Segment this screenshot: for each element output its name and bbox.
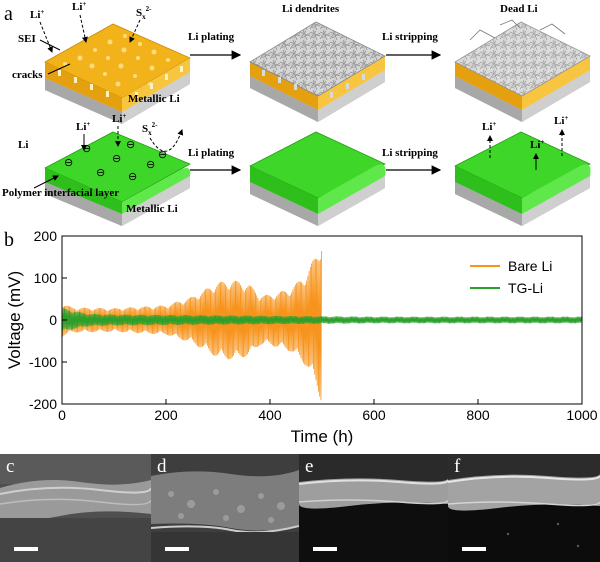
- label-li-plating-top: Li plating: [188, 31, 235, 43]
- svg-text:⊖: ⊖: [82, 143, 91, 155]
- label-li-ion-2: Li+: [72, 0, 86, 13]
- sem-image-e: e: [299, 454, 448, 562]
- scale-bar-e: [313, 547, 337, 551]
- x-tick-label: 1000: [566, 407, 597, 423]
- panel-a-schematic: a: [2, 0, 591, 226]
- panel-d-label: d: [157, 456, 167, 477]
- x-tick-label: 200: [154, 407, 178, 423]
- svg-text:⊖: ⊖: [146, 159, 155, 171]
- chart-legend: Bare Li TG-Li: [470, 258, 552, 296]
- scale-bar-f: [462, 547, 486, 551]
- dendrite-block: [249, 21, 386, 122]
- dead-li-block: [454, 19, 591, 122]
- label-sulfide: Sx2-: [136, 5, 152, 21]
- y-tick-label: -200: [29, 396, 57, 412]
- polymer-block: [44, 131, 191, 226]
- label-li-stripping-top: Li stripping: [382, 31, 438, 43]
- label-sei: SEI: [18, 33, 36, 45]
- y-axis-label: Voltage (mV): [5, 271, 24, 369]
- x-axis-label: Time (h): [291, 427, 354, 446]
- polymer-stripped-block: [454, 131, 591, 226]
- y-tick-label: 0: [49, 312, 57, 328]
- svg-text:⊖: ⊖: [126, 139, 135, 151]
- panel-a-label: a: [4, 3, 13, 25]
- y-tick-label: 200: [34, 228, 58, 244]
- svg-text:⊖: ⊖: [158, 149, 167, 161]
- label-cracks: cracks: [12, 69, 43, 81]
- label-sulfide-bottom: Sx2-: [142, 121, 158, 137]
- svg-text:⊖: ⊖: [96, 167, 105, 179]
- label-out-ion-1: Li+: [482, 120, 496, 133]
- svg-text:⊖: ⊖: [112, 153, 121, 165]
- label-li-bottom: Li: [18, 139, 28, 151]
- y-tick-label: 100: [34, 270, 58, 286]
- label-out-ion-2: Li+: [530, 138, 544, 151]
- label-polymer-layer: Polymer interfacial layer: [2, 187, 119, 199]
- sem-image-f: f: [448, 454, 600, 562]
- legend-label-tg-li: TG-Li: [508, 280, 543, 296]
- scale-bar-d: [165, 547, 189, 551]
- x-tick-label: 800: [466, 407, 490, 423]
- series-line-tg-li: [61, 307, 583, 331]
- label-out-ion-3: Li+: [554, 114, 568, 127]
- label-metallic-li-bottom: Metallic Li: [126, 203, 178, 215]
- x-tick-label: 400: [258, 407, 282, 423]
- sem-image-c: c: [0, 454, 151, 562]
- scale-bar-c: [14, 547, 38, 551]
- svg-text:⊖: ⊖: [128, 171, 137, 183]
- label-metallic-li-top: Metallic Li: [128, 93, 180, 105]
- sei-block: [44, 23, 191, 124]
- label-dendrites: Li dendrites: [282, 3, 340, 15]
- panel-c-label: c: [6, 456, 15, 477]
- panel-f-label: f: [454, 456, 461, 477]
- chart-plot-area: [61, 251, 583, 401]
- label-li-ion-bottom-1: Li+: [76, 120, 90, 133]
- label-li-plating-bottom: Li plating: [188, 147, 235, 159]
- x-tick-label: 600: [362, 407, 386, 423]
- label-li-stripping-bottom: Li stripping: [382, 147, 438, 159]
- panel-b-label: b: [4, 229, 14, 251]
- panel-e-label: e: [305, 456, 314, 477]
- x-tick-label: 0: [58, 407, 66, 423]
- label-li-ion-bottom-2: Li+: [112, 112, 126, 125]
- polymer-plated-block: [249, 131, 386, 226]
- sem-image-d: d: [151, 454, 299, 562]
- label-li-ion-1: Li+: [30, 8, 44, 21]
- y-tick-label: -100: [29, 354, 57, 370]
- svg-text:⊖: ⊖: [64, 157, 73, 169]
- legend-label-bare-li: Bare Li: [508, 258, 552, 274]
- label-dead-li: Dead Li: [500, 3, 538, 15]
